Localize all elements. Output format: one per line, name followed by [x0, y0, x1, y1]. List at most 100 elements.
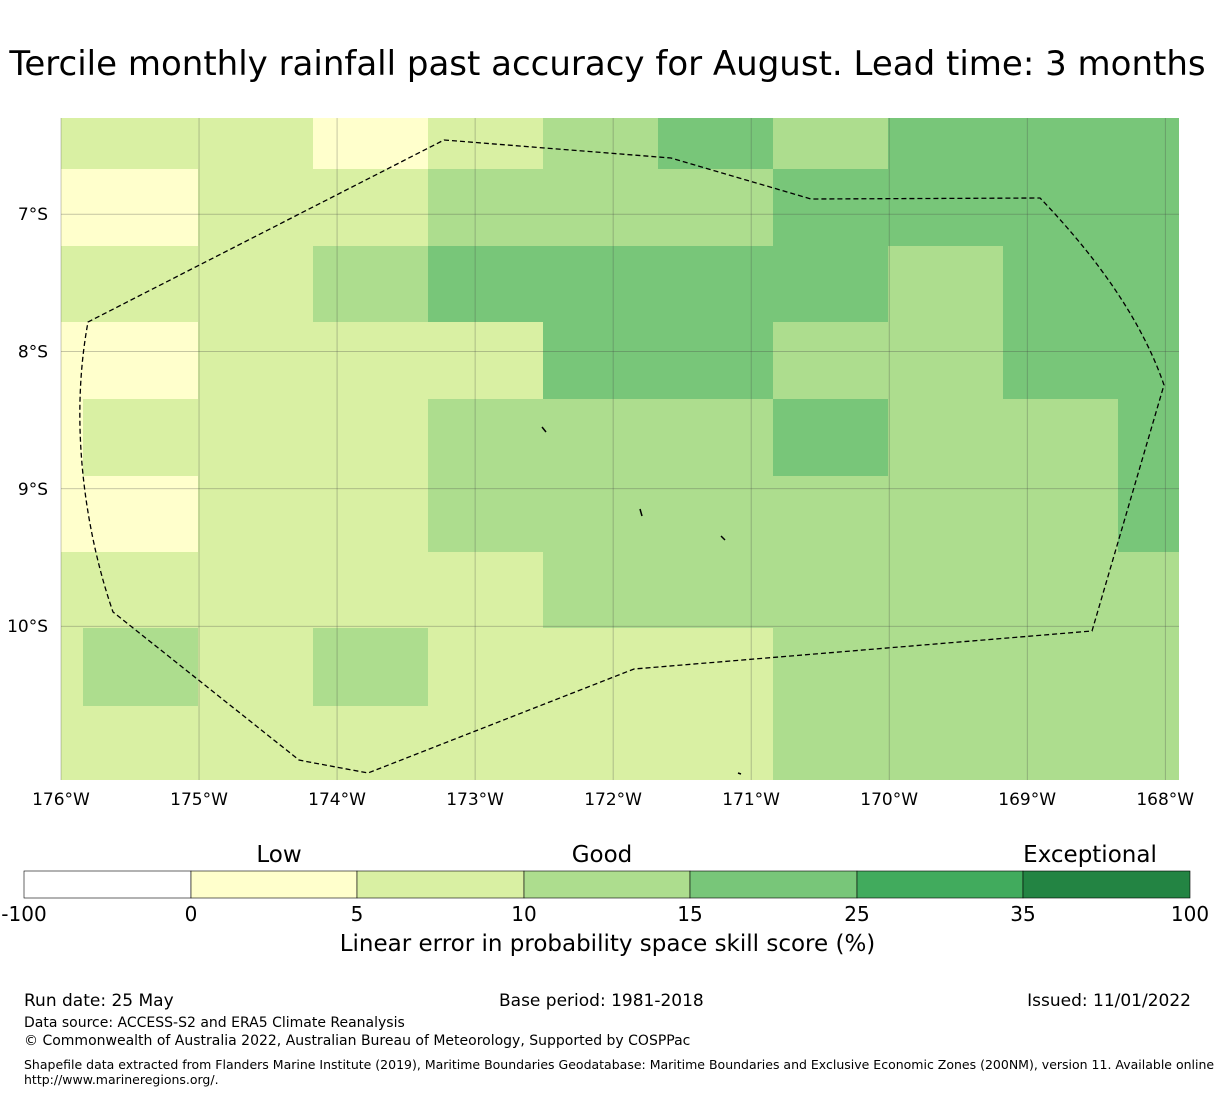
- skill-cell: [313, 552, 428, 628]
- skill-cell: [1118, 169, 1179, 246]
- latitude-label: 10°S: [7, 617, 48, 637]
- skill-cell: [543, 399, 658, 476]
- skill-cell: [658, 169, 773, 246]
- skill-cell: [61, 628, 83, 706]
- latitude-label: 9°S: [18, 480, 48, 500]
- skill-cell: [1003, 706, 1118, 780]
- skill-cell: [428, 399, 543, 476]
- skill-cell: [313, 118, 428, 169]
- skill-cell: [1003, 118, 1118, 169]
- island-1: [541, 426, 547, 433]
- graticule: [60, 118, 1179, 780]
- skill-cell: [658, 246, 773, 322]
- skill-cell: [1118, 322, 1179, 399]
- skill-cell: [543, 118, 658, 169]
- skill-cell: [888, 169, 1003, 246]
- skill-cell: [61, 552, 198, 628]
- skill-cell: [61, 399, 83, 476]
- skill-cell: [313, 628, 428, 706]
- latitude-labels: 7°S 8°S 9°S 10°S: [7, 205, 48, 637]
- skill-cell: [198, 628, 313, 706]
- colorbar-exceptional-label: Exceptional: [1023, 842, 1157, 868]
- skill-cell: [658, 628, 773, 706]
- skill-cell: [198, 706, 313, 780]
- colorbar-axis-label: Linear error in probability space skill …: [339, 931, 876, 957]
- skill-cell: [543, 169, 658, 246]
- colorbar-tick: 5: [350, 902, 364, 926]
- skill-cell: [198, 169, 313, 246]
- skill-cell: [543, 552, 658, 628]
- longitude-labels: 176°W 175°W 174°W 173°W 172°W 171°W 170°W 169°W…: [32, 790, 1194, 810]
- base-period: Base period: 1981-2018: [499, 991, 704, 1011]
- colorbar-swatch: [356, 870, 525, 899]
- skill-cell: [543, 246, 658, 322]
- skill-cell: [658, 476, 773, 552]
- skill-cell: [61, 246, 198, 322]
- copyright: © Commonwealth of Australia 2022, Austra…: [24, 1033, 691, 1049]
- island-4: [737, 772, 742, 775]
- colorbar-swatch: [1022, 870, 1191, 899]
- skill-cell: [658, 118, 773, 169]
- skill-cell: [61, 169, 198, 246]
- skill-cell: [1003, 552, 1118, 628]
- skill-cell: [888, 118, 1003, 169]
- skill-cell: [888, 552, 1003, 628]
- skill-cell: [428, 246, 543, 322]
- skill-cell: [313, 246, 428, 322]
- skill-cell: [313, 322, 428, 399]
- colorbar-tick: 100: [1170, 902, 1210, 926]
- skill-cell: [888, 322, 1003, 399]
- colorbar-tick: 35: [1010, 902, 1036, 926]
- skill-cell: [773, 628, 888, 706]
- skill-cell: [61, 628, 198, 706]
- skill-cell: [198, 399, 313, 476]
- skill-cell: [61, 118, 198, 169]
- longitude-label: 173°W: [446, 790, 504, 810]
- shapefile-url: http://www.marineregions.org/.: [24, 1072, 219, 1087]
- skill-cell: [1118, 706, 1179, 780]
- skill-cell: [658, 399, 773, 476]
- skill-cell: [773, 169, 888, 246]
- skill-cell: [888, 706, 1003, 780]
- skill-cell: [1003, 476, 1118, 552]
- skill-cells: [61, 118, 1179, 780]
- latitude-label: 7°S: [18, 205, 48, 225]
- run-date: Run date: 25 May: [24, 991, 174, 1011]
- longitude-label: 172°W: [584, 790, 642, 810]
- colorbar-tick: 15: [677, 902, 703, 926]
- skill-cell: [1003, 628, 1118, 706]
- skill-cell: [1003, 246, 1118, 322]
- skill-cell: [888, 399, 1003, 476]
- colorbar-tick: 25: [844, 902, 870, 926]
- colorbar-low-label: Low: [256, 842, 302, 868]
- skill-cell: [428, 476, 543, 552]
- skill-cell: [428, 322, 543, 399]
- colorbar-swatch: [689, 870, 858, 899]
- longitude-label: 176°W: [32, 790, 90, 810]
- islands: [541, 426, 742, 775]
- colorbar-good-label: Good: [571, 842, 633, 868]
- skill-cell: [198, 322, 313, 399]
- skill-cell: [1003, 322, 1118, 399]
- skill-cell: [773, 399, 888, 476]
- longitude-label: 174°W: [308, 790, 366, 810]
- skill-cell: [313, 476, 428, 552]
- issued-date: Issued: 11/01/2022: [1027, 991, 1191, 1011]
- skill-cell: [658, 322, 773, 399]
- colorbar-tick: -100: [1, 902, 47, 926]
- skill-cell: [198, 476, 313, 552]
- skill-cell: [1118, 246, 1179, 322]
- skill-cell: [543, 322, 658, 399]
- skill-cell: [198, 118, 313, 169]
- colorbar-swatch: [523, 870, 691, 899]
- colorbar-swatch: [23, 870, 192, 899]
- data-source: Data source: ACCESS-S2 and ERA5 Climate …: [24, 1015, 405, 1031]
- skill-cell: [198, 246, 313, 322]
- colorbar-tick: 0: [184, 902, 198, 926]
- longitude-label: 168°W: [1136, 790, 1194, 810]
- map-title: Tercile monthly rainfall past accuracy f…: [9, 44, 1206, 84]
- skill-cell: [658, 552, 773, 628]
- skill-cell: [888, 628, 1003, 706]
- skill-cell: [1118, 476, 1179, 552]
